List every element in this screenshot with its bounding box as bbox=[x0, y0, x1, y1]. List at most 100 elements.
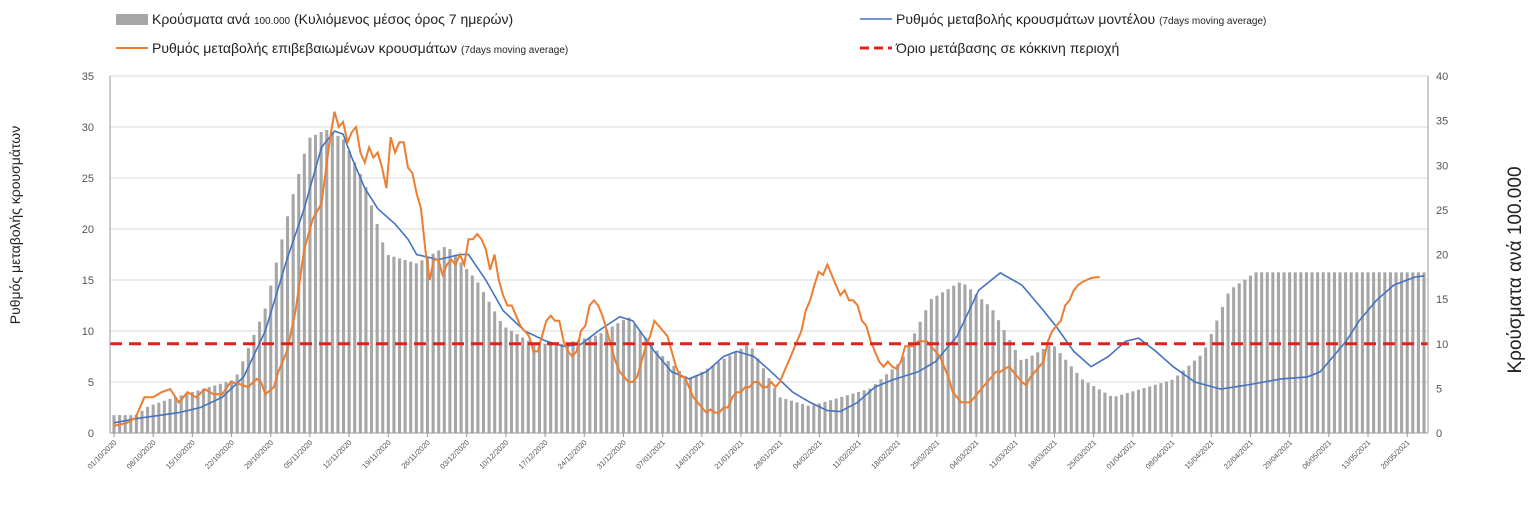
cases-bar bbox=[230, 380, 234, 433]
cases-bar bbox=[409, 261, 413, 433]
right-tick-label: 25 bbox=[1436, 205, 1448, 217]
cases-bar bbox=[913, 333, 917, 433]
cases-bar bbox=[1405, 272, 1409, 433]
right-tick-label: 30 bbox=[1436, 160, 1448, 172]
cases-bar bbox=[1377, 272, 1381, 433]
cases-bar bbox=[1019, 359, 1023, 433]
left-tick-label: 20 bbox=[82, 224, 94, 236]
cases-bar bbox=[823, 401, 827, 433]
cases-bar bbox=[1360, 272, 1364, 433]
cases-bar bbox=[140, 410, 144, 433]
cases-bar bbox=[364, 186, 368, 433]
cases-bar bbox=[134, 414, 138, 433]
cases-bar bbox=[1103, 392, 1107, 433]
left-tick-label: 15 bbox=[82, 275, 94, 287]
cases-bar bbox=[1388, 272, 1392, 433]
cases-bar bbox=[202, 388, 206, 433]
cases-bar bbox=[946, 289, 950, 433]
cases-bar bbox=[392, 256, 396, 433]
cases-bar bbox=[179, 395, 183, 433]
cases-bar bbox=[1036, 352, 1040, 433]
cases-bar bbox=[801, 404, 805, 433]
right-tick-label: 0 bbox=[1436, 428, 1442, 440]
cases-bar bbox=[554, 343, 558, 433]
left-tick-label: 5 bbox=[88, 377, 94, 389]
cases-bar bbox=[817, 403, 821, 433]
cases-bar bbox=[1013, 349, 1017, 433]
cases-bar bbox=[1008, 340, 1012, 433]
x-tick-label: 07/01/2021 bbox=[634, 438, 667, 471]
left-axis-title: Ρυθμός μεταβολής κρουσμάτων bbox=[7, 126, 23, 324]
cases-bar bbox=[773, 388, 777, 433]
cases-bar bbox=[336, 135, 340, 433]
cases-bar bbox=[330, 132, 334, 433]
cases-bar bbox=[616, 323, 620, 433]
cases-bar bbox=[1366, 272, 1370, 433]
left-axis-ticks: 0 5 10 15 20 25 30 35 bbox=[82, 71, 94, 440]
cases-bar bbox=[190, 392, 194, 433]
cases-bar bbox=[862, 390, 866, 433]
cases-bar bbox=[498, 321, 502, 433]
x-tick-label: 01/10/2020 bbox=[86, 438, 119, 471]
legend-model-label: Ρυθμός μεταβολής κρουσμάτων μοντέλου (7d… bbox=[896, 11, 1266, 27]
x-tick-label: 22/10/2020 bbox=[203, 438, 236, 471]
cases-bar bbox=[269, 285, 273, 433]
cases-bar bbox=[146, 406, 150, 433]
x-tick-label: 21/01/2021 bbox=[713, 438, 746, 471]
cases-bar bbox=[1181, 370, 1185, 433]
cases-bar bbox=[672, 366, 676, 433]
cases-bar bbox=[274, 262, 278, 433]
cases-bar bbox=[235, 374, 239, 433]
x-tick-label: 08/04/2021 bbox=[1144, 438, 1177, 471]
cases-bar bbox=[644, 337, 648, 433]
cases-bar bbox=[448, 249, 452, 433]
cases-bar bbox=[1276, 272, 1280, 433]
cases-bar bbox=[1372, 272, 1376, 433]
cases-bar bbox=[588, 336, 592, 433]
cases-bar bbox=[1131, 391, 1135, 433]
cases-bar bbox=[1383, 272, 1387, 433]
cases-bar bbox=[1052, 346, 1057, 433]
cases-bar bbox=[873, 384, 877, 433]
cases-bar bbox=[224, 382, 228, 433]
cases-bar bbox=[1069, 366, 1073, 433]
cases-bar bbox=[1254, 272, 1258, 433]
cases-bar bbox=[302, 153, 306, 433]
cases-bar bbox=[1411, 272, 1415, 433]
x-tick-label: 29/10/2020 bbox=[242, 438, 275, 471]
cases-bar bbox=[896, 364, 900, 433]
cases-bar bbox=[1198, 355, 1202, 433]
cases-bar bbox=[526, 340, 530, 433]
cases-bar bbox=[246, 348, 250, 433]
cases-bar bbox=[745, 345, 749, 433]
cases-bar bbox=[1187, 365, 1191, 433]
cases-bar bbox=[593, 335, 597, 433]
cases-bar bbox=[297, 173, 301, 433]
x-tick-label: 25/03/2021 bbox=[1065, 438, 1098, 471]
cases-bar bbox=[313, 134, 318, 433]
cases-bar bbox=[605, 329, 609, 433]
legend-threshold-label: Όριο μετάβασης σε κόκκινη περιοχή bbox=[895, 40, 1119, 56]
right-axis-title: Κρούσματα ανά 100.000 bbox=[1505, 166, 1526, 373]
right-tick-label: 20 bbox=[1436, 250, 1448, 262]
cases-bar bbox=[935, 295, 939, 433]
left-tick-label: 0 bbox=[88, 428, 94, 440]
cases-bar bbox=[996, 320, 1001, 433]
x-tick-label: 08/10/2020 bbox=[125, 438, 158, 471]
cases-bar bbox=[218, 383, 222, 433]
cases-bar bbox=[537, 343, 542, 433]
cases-bar bbox=[1355, 272, 1359, 433]
cases-bar bbox=[241, 361, 245, 433]
cases-bar bbox=[381, 242, 385, 433]
cases-bar bbox=[868, 388, 872, 433]
cases-bar bbox=[286, 216, 290, 433]
cases-bar bbox=[369, 205, 374, 433]
cases-bar bbox=[207, 387, 211, 433]
x-tick-label: 31/12/2020 bbox=[595, 438, 628, 471]
cases-bar bbox=[649, 344, 653, 433]
cases-bar bbox=[1237, 283, 1241, 433]
cases-bar bbox=[1153, 384, 1157, 433]
cases-bar bbox=[1080, 379, 1085, 433]
cases-bar bbox=[1120, 394, 1124, 433]
cases-bar bbox=[985, 304, 989, 433]
